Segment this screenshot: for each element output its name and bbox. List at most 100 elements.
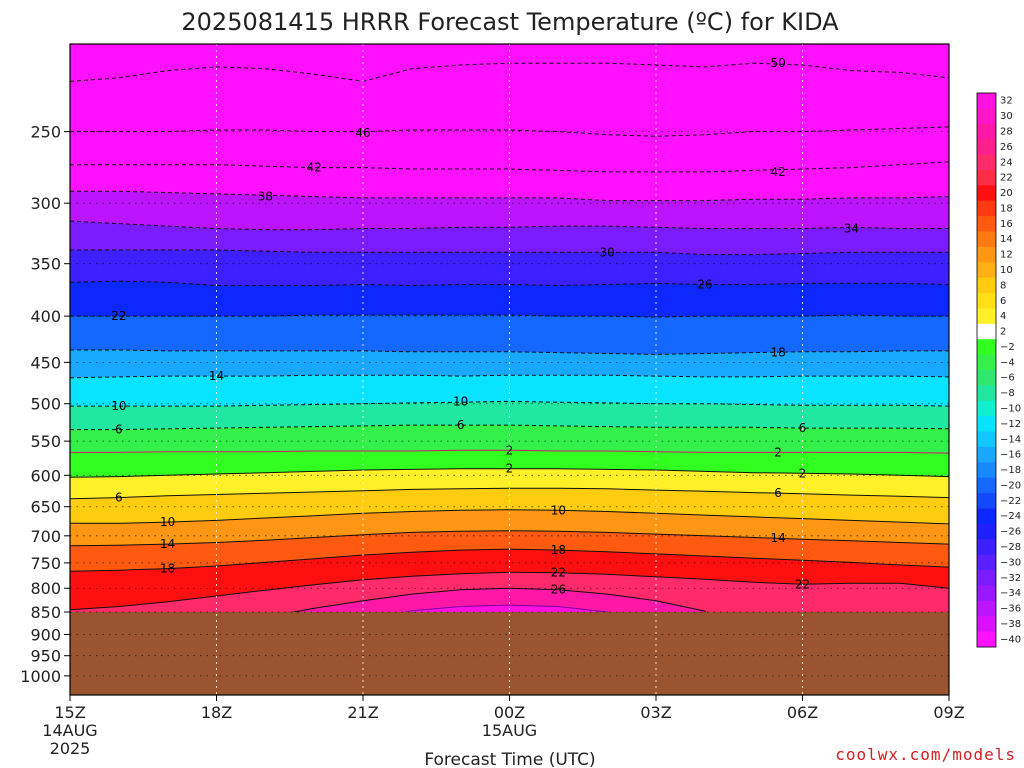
y-axis: 250 300 350 400 450 500 550 600 650 700 750 800 850 9… [20, 123, 70, 686]
colorbar-label: 14 [1000, 234, 1013, 245]
grid-lines [70, 44, 949, 695]
plot-area [70, 44, 949, 695]
contour-label: 14 [209, 369, 224, 383]
colorbar-label: −36 [1000, 604, 1021, 615]
contour-label: 6 [115, 423, 123, 437]
x-tick-label: 09Z [933, 703, 964, 722]
contour-label: 22 [795, 577, 810, 591]
contour-label: 42 [770, 165, 785, 179]
colorbar-swatch [977, 570, 996, 586]
contour-label: 2 [506, 443, 514, 457]
contour-label: 18 [770, 346, 785, 360]
contour-label: 6 [799, 421, 807, 435]
contour-label: 18 [160, 562, 175, 576]
colorbar-label: −32 [1000, 573, 1021, 584]
x-tick-label: 21Z [347, 703, 378, 722]
contour-label: 30 [600, 245, 615, 259]
colorbar-swatch [977, 508, 996, 525]
colorbar-label: 8 [1000, 280, 1006, 291]
colorbar-swatch [977, 246, 996, 263]
colorbar-label: −10 [1000, 403, 1021, 414]
colorbar-label: −34 [1000, 588, 1021, 599]
y-tick-label: 450 [30, 353, 61, 372]
colorbar-swatch [977, 600, 996, 617]
colorbar-legend: 32 30 28 26 24 22 20 18 16 14 12 10 8 6 4 2 −2 −4 −6 −8 −10 −… [976, 92, 1021, 648]
y-tick-label: 650 [30, 498, 61, 517]
colorbar-label: −40 [1000, 634, 1021, 645]
colorbar-swatch [977, 339, 996, 356]
below-ground-area [70, 612, 949, 695]
x-tick-label: 06Z [787, 703, 818, 722]
colorbar-label: 32 [1000, 96, 1013, 107]
colorbar-label: 16 [1000, 219, 1013, 230]
y-tick-label: 750 [30, 554, 61, 573]
colorbar-label: 4 [1000, 311, 1006, 322]
contour-label: 2 [774, 445, 782, 459]
colorbar-label: 22 [1000, 173, 1013, 184]
colorbar-swatch [977, 431, 996, 448]
colorbar-label: 18 [1000, 203, 1013, 214]
colorbar-swatch [977, 585, 996, 602]
y-tick-label: 800 [30, 579, 61, 598]
contour-label: 18 [551, 543, 566, 557]
contour-label: 22 [551, 566, 566, 580]
colorbar-swatch [977, 385, 996, 402]
contour-line [70, 604, 949, 695]
y-tick-label: 300 [30, 194, 61, 213]
contour-label: 50 [770, 56, 785, 70]
colorbar-swatch [977, 616, 996, 633]
colorbar-label: −8 [1000, 388, 1015, 399]
contour-label: 6 [774, 486, 782, 500]
colorbar-swatch [977, 108, 996, 125]
colorbar-swatch [977, 93, 996, 109]
y-tick-label: 550 [30, 432, 61, 451]
colorbar-swatch [977, 416, 996, 432]
y-tick-label: 900 [30, 625, 61, 644]
contour-label: 2 [506, 462, 514, 476]
colorbar-swatch [977, 123, 996, 140]
colorbar-label: −16 [1000, 450, 1021, 461]
colorbar-label: −12 [1000, 419, 1021, 430]
colorbar-label: 6 [1000, 296, 1006, 307]
colorbar-swatch [977, 293, 996, 309]
contour-label: 10 [160, 515, 175, 529]
colorbar-swatch [977, 139, 996, 155]
colorbar-swatch [977, 231, 996, 248]
y-tick-label: 850 [30, 603, 61, 622]
credit-text: coolwx.com/models [835, 745, 1016, 764]
colorbar-swatch [977, 185, 996, 202]
colorbar-swatch [977, 554, 996, 571]
x-tick-label: 00Z [494, 703, 525, 722]
colorbar-label: −18 [1000, 465, 1021, 476]
colorbar-swatch [977, 200, 996, 217]
colorbar-swatch [977, 493, 996, 509]
contour-label: 26 [697, 277, 712, 291]
y-tick-label: 250 [30, 123, 61, 142]
chart-title: 2025081415 HRRR Forecast Temperature (ºC… [181, 8, 839, 36]
contour-label: 38 [258, 190, 273, 204]
contour-label: 22 [111, 309, 126, 323]
colorbar-swatch [977, 539, 996, 556]
colorbar-label: 10 [1000, 265, 1013, 276]
contour-line [70, 468, 949, 478]
colorbar-label: −6 [1000, 373, 1015, 384]
colorbar-swatch [977, 462, 996, 479]
colorbar-label: 12 [1000, 250, 1013, 261]
y-tick-label: 1000 [20, 667, 61, 686]
contour-label: 46 [355, 126, 370, 140]
x-tick-sublabel: 15AUG [482, 721, 537, 740]
x-tick-label: 03Z [640, 703, 671, 722]
colorbar-swatch [977, 277, 996, 294]
y-tick-label: 600 [30, 466, 61, 485]
contour-label: 10 [453, 394, 468, 408]
y-tick-label: 500 [30, 395, 61, 414]
colorbar-frame [976, 92, 997, 648]
y-tick-label: 350 [30, 255, 61, 274]
colorbar-label: 2 [1000, 327, 1006, 338]
colorbar-swatch [977, 370, 996, 386]
contour-label: 34 [844, 222, 859, 236]
x-tick-sublabel: 2025 [50, 739, 91, 758]
colorbar-swatch [977, 523, 996, 540]
